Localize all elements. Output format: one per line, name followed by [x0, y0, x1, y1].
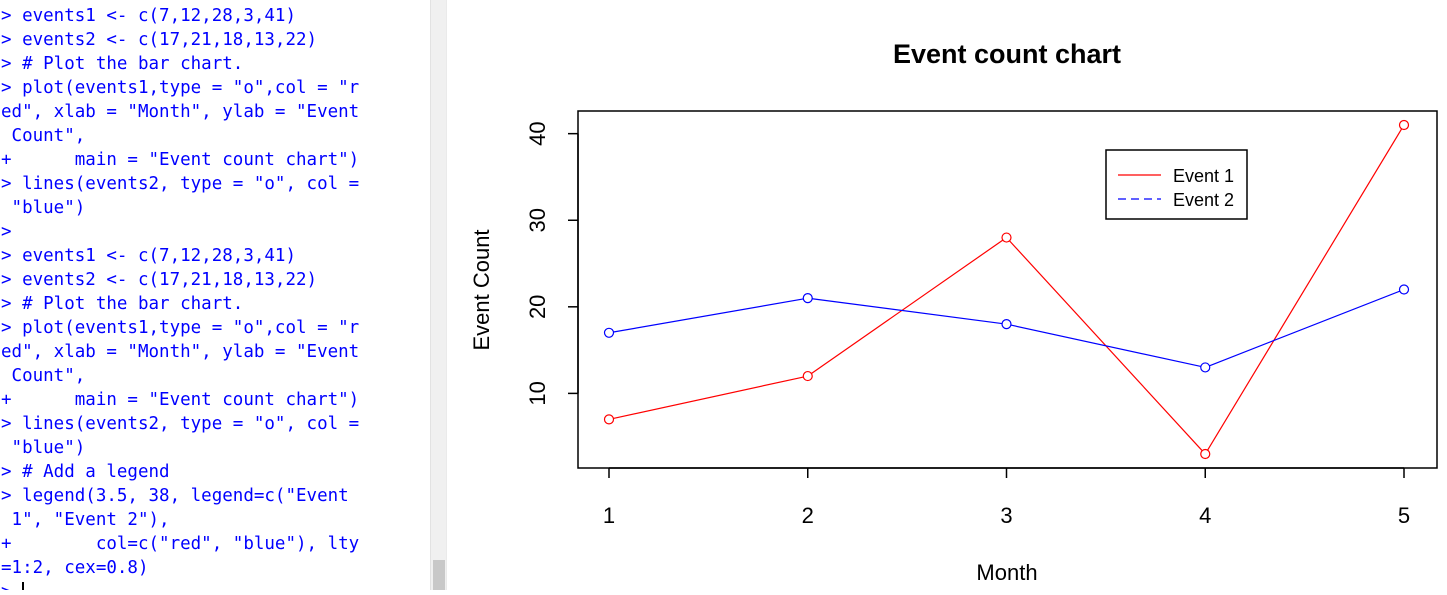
console-scrollbar[interactable] — [430, 0, 447, 590]
data-point — [603, 414, 615, 425]
data-point — [603, 327, 615, 338]
console-line: + col=c("red", "blue"), lty — [1, 534, 360, 554]
series-segment — [811, 239, 1004, 374]
console-line: ed", xlab = "Month", ylab = "Event — [1, 102, 360, 122]
console-output: > events1 <- c(7,12,28,3,41) > events2 <-… — [0, 0, 430, 590]
y-tick-label: 30 — [525, 208, 550, 232]
pane-divider[interactable] — [446, 0, 461, 590]
scrollbar-thumb[interactable] — [433, 560, 445, 590]
y-tick-label: 40 — [525, 121, 550, 145]
y-axis: 10 20 30 40 — [525, 121, 579, 406]
data-point — [1001, 232, 1012, 243]
line-chart: Event count chart 1 2 3 4 5 10 20 30 40 Month E… — [469, 39, 1438, 585]
series-2 — [603, 284, 1410, 373]
x-tick-label: 3 — [1000, 503, 1012, 528]
console-line: > # Add a legend — [1, 462, 170, 482]
data-point — [802, 370, 813, 382]
x-tick-label: 1 — [603, 503, 615, 528]
legend: Event 1 Event 2 — [1105, 149, 1248, 220]
series-1 — [603, 119, 1410, 460]
console-line: > events1 <- c(7,12,28,3,41) — [1, 6, 297, 26]
x-axis-label: Month — [976, 560, 1037, 585]
console-line: > # Plot the bar chart. — [1, 54, 244, 74]
plot-window: Event count chart 1 2 3 4 5 10 20 30 40 Month E… — [461, 0, 1447, 590]
console-prompt: > — [1, 582, 22, 590]
console-line: > plot(events1,type = "o",col = "r — [1, 78, 360, 98]
console-line: "blue") — [1, 438, 86, 458]
console-line: Count", — [1, 366, 86, 386]
series-layer — [603, 119, 1410, 460]
y-axis-label: Event Count — [469, 229, 494, 350]
series-segment — [1207, 128, 1403, 451]
console-line: > legend(3.5, 38, legend=c("Event — [1, 486, 349, 506]
series-segment — [1209, 290, 1401, 367]
console-line: > # Plot the bar chart. — [1, 294, 244, 314]
console-line: =1:2, cex=0.8) — [1, 558, 149, 578]
console-line: + main = "Event count chart") — [1, 390, 360, 410]
console-line: > — [1, 222, 12, 242]
data-point — [1398, 119, 1410, 131]
legend-box — [1105, 149, 1248, 220]
console-line: + main = "Event count chart") — [1, 150, 360, 170]
console-line: > events2 <- c(17,21,18,13,22) — [1, 30, 318, 50]
console-line: "blue") — [1, 198, 86, 218]
x-tick-label: 2 — [802, 503, 814, 528]
r-console[interactable]: > events1 <- c(7,12,28,3,41) > events2 <-… — [0, 0, 430, 590]
y-tick-label: 10 — [525, 381, 550, 405]
y-tick-label: 20 — [525, 295, 550, 319]
x-tick-label: 5 — [1398, 503, 1410, 528]
console-line: > lines(events2, type = "o", col = — [1, 174, 360, 194]
legend-label: Event 2 — [1173, 190, 1234, 210]
data-point — [1001, 319, 1012, 330]
console-line: > lines(events2, type = "o", col = — [1, 414, 360, 434]
legend-label: Event 1 — [1173, 166, 1234, 186]
chart-title: Event count chart — [893, 39, 1121, 69]
series-segment — [613, 298, 804, 333]
x-axis: 1 2 3 4 5 — [603, 467, 1410, 528]
plot-frame — [577, 110, 1438, 469]
console-line: ed", xlab = "Month", ylab = "Event — [1, 342, 360, 362]
console-prompt-line[interactable]: > — [1, 580, 430, 590]
data-point — [802, 293, 813, 304]
console-line: > events2 <- c(17,21,18,13,22) — [1, 270, 318, 290]
console-line: > events1 <- c(7,12,28,3,41) — [1, 246, 297, 266]
x-tick-label: 4 — [1199, 503, 1211, 528]
console-line: > plot(events1,type = "o",col = "r — [1, 318, 360, 338]
series-segment — [812, 298, 1003, 325]
data-point — [1398, 284, 1410, 295]
data-point — [1200, 448, 1211, 460]
series-segment — [613, 376, 804, 419]
console-line: 1", "Event 2"), — [1, 510, 170, 530]
console-line: Count", — [1, 126, 86, 146]
data-point — [1200, 362, 1211, 373]
text-cursor — [22, 582, 25, 590]
series-segment — [1010, 324, 1201, 368]
